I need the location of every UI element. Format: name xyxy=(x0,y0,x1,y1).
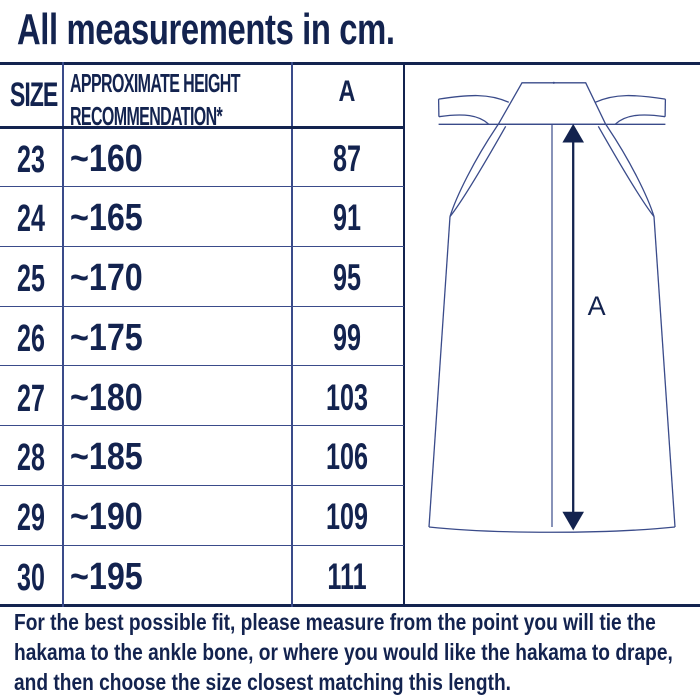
svg-text:A: A xyxy=(588,291,606,321)
